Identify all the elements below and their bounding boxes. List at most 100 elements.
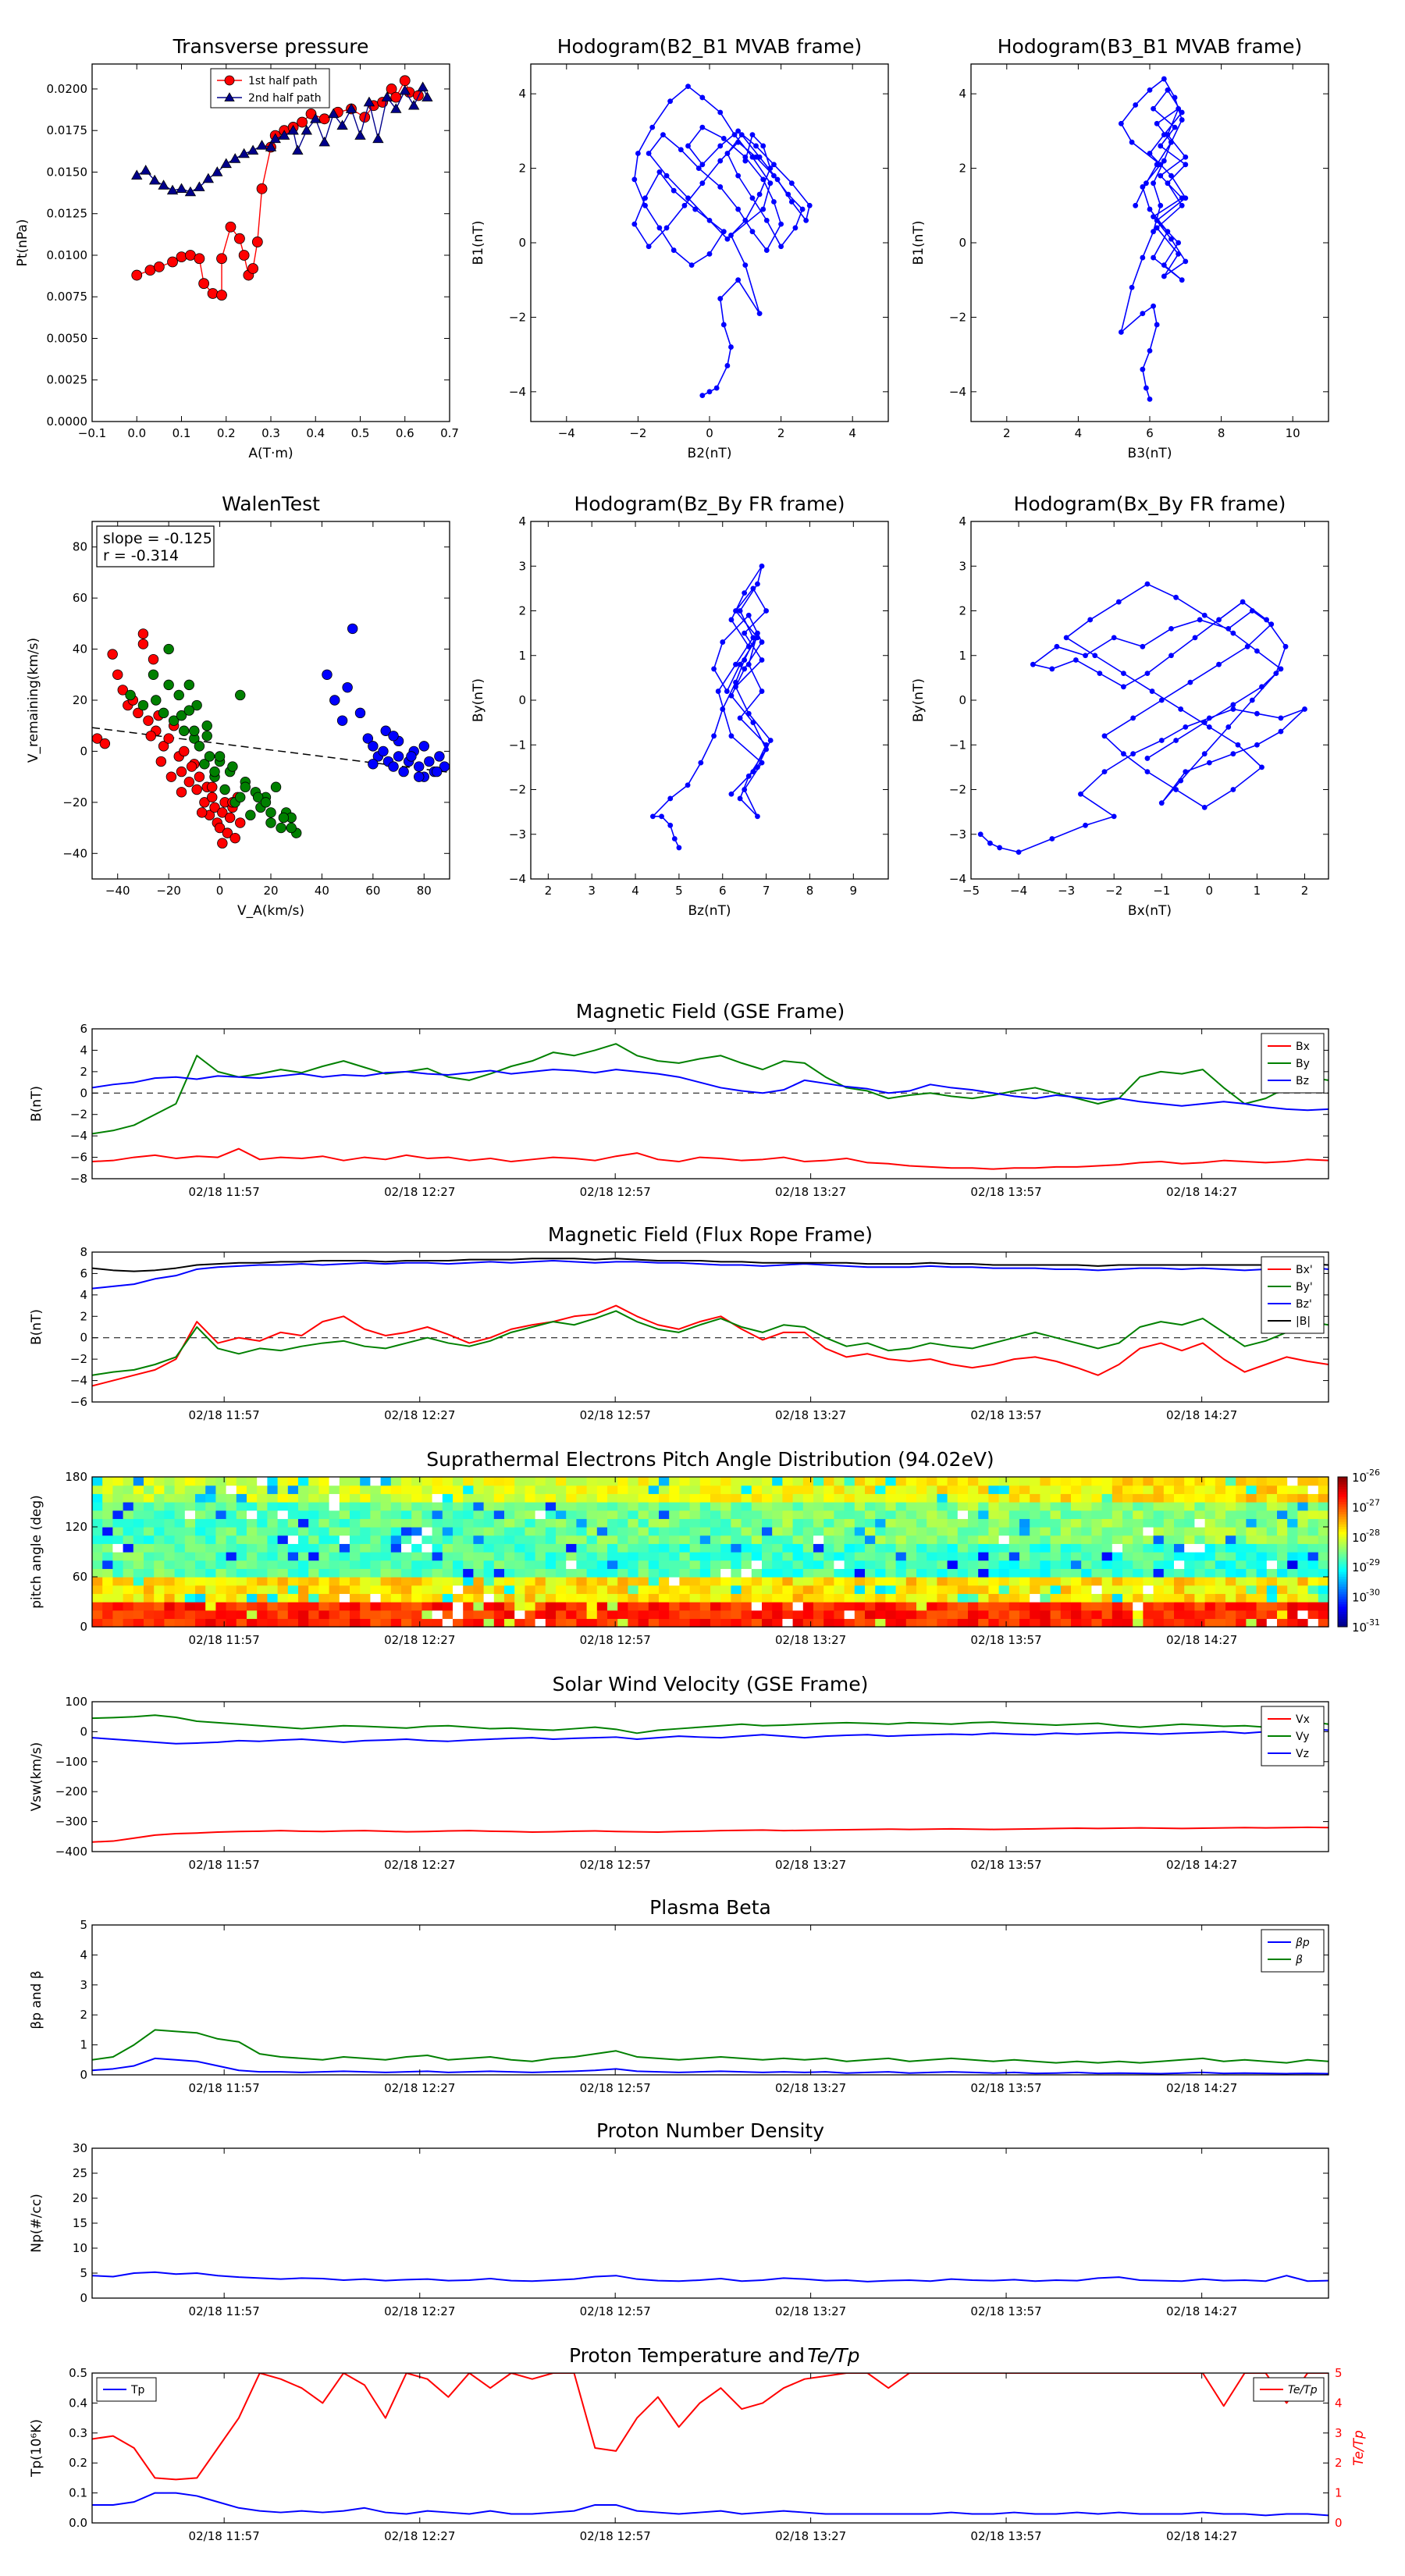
pad-cell — [1184, 1610, 1195, 1619]
pad-cell — [112, 1610, 124, 1619]
pad-cell — [390, 1543, 402, 1553]
pad-cell — [885, 1493, 897, 1503]
pad-cell — [648, 1502, 660, 1511]
vsw-time-label: 02/18 13:57 — [970, 1858, 1041, 1872]
pad-cell — [133, 1618, 144, 1628]
pad-cell — [215, 1510, 227, 1519]
pad-cell — [287, 1493, 299, 1503]
pad-cell — [380, 1618, 392, 1628]
pad-cell — [895, 1477, 907, 1486]
pad-cell — [298, 1493, 309, 1503]
h31-point — [1179, 109, 1185, 116]
bfr-series-line — [92, 1258, 1329, 1272]
hzy-point — [720, 639, 726, 645]
pad-cell — [1153, 1543, 1165, 1553]
hxy-point — [1049, 836, 1055, 841]
hzy-point — [737, 795, 743, 802]
pad-cell — [885, 1560, 897, 1569]
pad-cell — [1215, 1593, 1226, 1603]
pad-cell — [144, 1502, 155, 1511]
pad-cells — [92, 1477, 1329, 1628]
pad-cell — [679, 1552, 691, 1561]
walen-point — [322, 669, 333, 680]
pad-cell — [360, 1510, 371, 1519]
pad-cell — [607, 1577, 618, 1586]
pad-cell — [545, 1493, 557, 1503]
pad-cell — [1019, 1585, 1030, 1594]
pad-colorbar-exp: -28 — [1366, 1528, 1380, 1538]
pad-cell — [504, 1543, 515, 1553]
pad-cell — [834, 1477, 845, 1486]
pad-cell — [112, 1543, 124, 1553]
pad-cell — [154, 1527, 165, 1536]
pad-cell — [1246, 1585, 1257, 1594]
pad-cell — [112, 1618, 124, 1628]
pt-point — [238, 148, 250, 158]
pad-cell — [927, 1493, 937, 1503]
pad-colorbar-step — [1338, 1557, 1347, 1560]
pad-cell — [493, 1610, 505, 1619]
hzy-title: Hodogram(Bz_By FR frame) — [574, 493, 845, 515]
hxy-point — [1121, 671, 1126, 677]
pad-cell — [679, 1477, 691, 1486]
pad-cell — [432, 1518, 443, 1528]
pad-cell — [92, 1593, 103, 1603]
pad-cell — [669, 1518, 680, 1528]
bgse-time-label: 02/18 13:57 — [970, 1185, 1041, 1199]
pad-cell — [1225, 1577, 1236, 1586]
pad-cell — [1133, 1585, 1144, 1594]
pad-cell — [164, 1610, 176, 1619]
pad-cell — [1256, 1535, 1268, 1544]
pad-cell — [720, 1602, 731, 1611]
pad-cell — [1019, 1577, 1030, 1586]
pad-cell — [442, 1493, 454, 1503]
pad-cell — [1204, 1602, 1216, 1611]
pad-cell — [1174, 1552, 1185, 1561]
pad-cell — [1266, 1493, 1278, 1503]
pad-cell — [617, 1493, 628, 1503]
h31-point — [1118, 329, 1124, 335]
pad-cell — [102, 1610, 113, 1619]
pad-cell — [247, 1485, 258, 1494]
pad-cell — [422, 1602, 433, 1611]
pad-cell — [1318, 1510, 1329, 1519]
pad-cell — [905, 1493, 917, 1503]
pad-cell — [586, 1543, 598, 1553]
pad-cell — [112, 1593, 124, 1603]
pad-cell — [1122, 1577, 1133, 1586]
h31-xtick-label: 6 — [1146, 426, 1154, 440]
pad-cell — [1246, 1518, 1257, 1528]
h21-point — [731, 132, 738, 138]
pad-cell — [184, 1602, 196, 1611]
pad-cell — [267, 1485, 279, 1494]
bfr-ytick-label: 8 — [80, 1245, 87, 1259]
pad-cell — [339, 1568, 350, 1578]
pad-cell — [731, 1502, 742, 1511]
pad-cell — [895, 1527, 907, 1536]
h31-point — [1140, 366, 1146, 372]
hzy-frame — [530, 521, 889, 880]
pad-cell — [1081, 1527, 1092, 1536]
pad-cell — [112, 1560, 124, 1569]
walen-point — [199, 797, 210, 808]
pad-cell — [1019, 1527, 1030, 1536]
h21-point — [699, 124, 706, 130]
pad-cell — [1174, 1535, 1185, 1544]
pad-frame — [91, 1476, 1329, 1628]
h21-point — [706, 251, 713, 257]
pad-cell — [226, 1585, 237, 1594]
pad-cell — [1112, 1585, 1123, 1594]
pad-cell — [1297, 1585, 1309, 1594]
np-title: Proton Number Density — [596, 2119, 824, 2142]
hxy-point — [1302, 706, 1307, 712]
pad-cell — [1008, 1485, 1020, 1494]
pad-cell — [422, 1502, 433, 1511]
pad-cell — [493, 1543, 505, 1553]
pad-cell — [586, 1510, 598, 1519]
pt-title: Transverse pressure — [173, 35, 369, 58]
pad-colorbar-step — [1338, 1594, 1347, 1598]
pad-cell — [257, 1510, 268, 1519]
pad-cell — [823, 1493, 834, 1503]
pad-cell — [184, 1568, 196, 1578]
pad-cell — [576, 1618, 588, 1628]
